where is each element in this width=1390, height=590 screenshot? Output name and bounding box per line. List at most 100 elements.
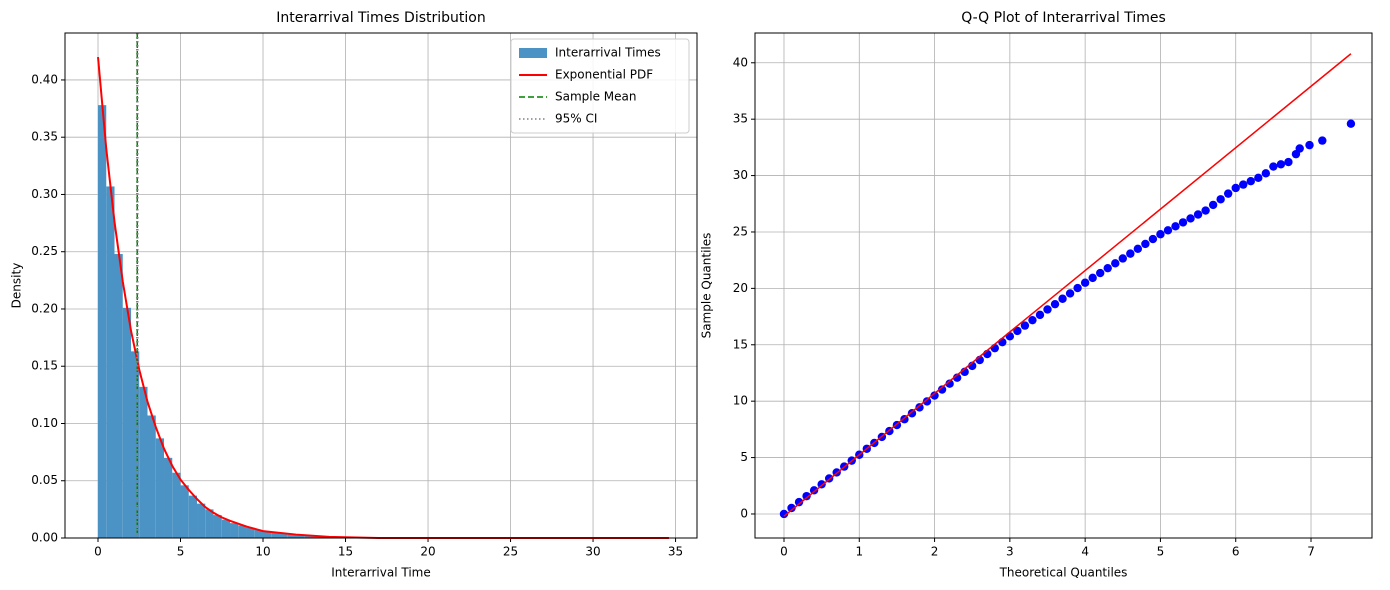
y-tick-label: 25: [733, 224, 748, 238]
point: [1223, 189, 1233, 198]
histogram-bar: [254, 529, 264, 538]
point: [794, 497, 804, 507]
point: [1305, 140, 1314, 150]
x-tick-label: 1: [855, 545, 863, 559]
point: [787, 503, 796, 513]
point: [930, 391, 939, 400]
point: [1254, 173, 1263, 183]
legend-label: Exponential PDF: [555, 68, 653, 82]
point: [1133, 244, 1143, 253]
y-tick-label: 0.30: [31, 187, 58, 201]
x-tick-label: 10: [255, 545, 270, 559]
point: [809, 486, 819, 495]
histogram-bar: [213, 515, 222, 538]
histogram-bar: [188, 495, 198, 538]
point: [937, 385, 947, 394]
point: [1028, 315, 1037, 325]
point: [1148, 234, 1158, 244]
plot-frame: [754, 32, 1373, 539]
x-tick-label: 25: [503, 545, 518, 559]
point: [1111, 259, 1120, 268]
x-tick-label: 7: [1307, 545, 1315, 559]
point: [1013, 326, 1022, 336]
point: [779, 509, 789, 519]
histogram-bar: [296, 534, 305, 538]
legend-label: 95% CI: [555, 112, 597, 126]
legend-label: Sample Mean: [555, 90, 637, 104]
y-tick-label: 0.40: [31, 72, 58, 86]
x-tick-label: 0: [780, 545, 788, 559]
point: [1318, 136, 1327, 145]
histogram-bar: [147, 415, 156, 538]
point: [1171, 222, 1180, 231]
x-tick-label: 6: [1232, 545, 1240, 559]
histogram-bar: [122, 307, 132, 538]
point: [1216, 195, 1225, 204]
point: [922, 397, 932, 406]
point: [1295, 144, 1304, 153]
y-tick-label: 0.20: [31, 301, 58, 315]
line: [783, 53, 1352, 517]
point: [1178, 218, 1188, 227]
histogram-bar: [106, 186, 115, 538]
y-tick-label: 0.35: [31, 130, 58, 144]
point: [1065, 289, 1075, 298]
histogram-bar: [180, 485, 189, 538]
x-tick-label: 4: [1081, 545, 1089, 559]
panel: Interarrival Times Distribution Interarri…: [10, 10, 698, 580]
point: [952, 373, 962, 382]
point: [907, 409, 917, 418]
x-tick-label: 5: [1157, 545, 1165, 559]
point: [1276, 160, 1286, 169]
histogram-bar: [246, 527, 255, 538]
histogram-bar: [287, 534, 297, 538]
point: [1208, 200, 1218, 210]
point: [1118, 254, 1127, 263]
histogram-bar: [131, 351, 140, 538]
point: [1096, 268, 1105, 278]
point: [1050, 299, 1060, 309]
y-tick-label: 0.05: [31, 473, 58, 487]
point: [1141, 239, 1150, 249]
y-tick-label: 40: [733, 55, 748, 69]
histogram-bar: [205, 509, 214, 538]
x-tick-label: 2: [931, 545, 939, 559]
chart-title: Interarrival Times Distribution: [276, 10, 485, 26]
histogram-bar: [279, 533, 288, 538]
point: [1193, 210, 1203, 219]
point: [1103, 263, 1112, 273]
histogram-bar: [155, 438, 165, 538]
point: [1246, 177, 1255, 186]
histogram-bar: [230, 523, 239, 538]
point: [1163, 226, 1173, 235]
y-tick-label: 35: [733, 112, 748, 126]
x-tick-label: 20: [420, 545, 435, 559]
point: [1126, 249, 1135, 258]
histogram-bar: [271, 532, 280, 538]
histogram-bar: [164, 457, 173, 538]
y-tick-label: 0: [740, 506, 748, 520]
x-tick-label: 15: [338, 545, 353, 559]
point: [1156, 230, 1165, 239]
legend-swatch: [519, 48, 547, 58]
x-tick-label: 3: [1006, 545, 1014, 559]
point: [1088, 273, 1097, 283]
y-tick-label: 0.15: [31, 359, 58, 373]
y-tick-label: 0.00: [31, 531, 58, 545]
point: [1005, 332, 1015, 341]
y-tick-label: 10: [733, 394, 748, 408]
x-tick-label: 0: [94, 545, 102, 559]
plot-frame: [64, 32, 698, 539]
histogram-bar: [172, 472, 181, 538]
histogram-bar: [98, 105, 107, 539]
histogram-bar: [238, 525, 247, 538]
y-axis-label: Sample Quantiles: [700, 233, 714, 339]
histogram-bar: [197, 503, 206, 538]
legend-box: [510, 38, 690, 134]
y-tick-label: 20: [733, 281, 748, 295]
histogram-bar: [114, 254, 123, 538]
point: [1035, 310, 1045, 320]
histogram-bar: [263, 531, 272, 538]
point: [1020, 321, 1030, 330]
x-axis-label: Interarrival Time: [331, 566, 430, 580]
